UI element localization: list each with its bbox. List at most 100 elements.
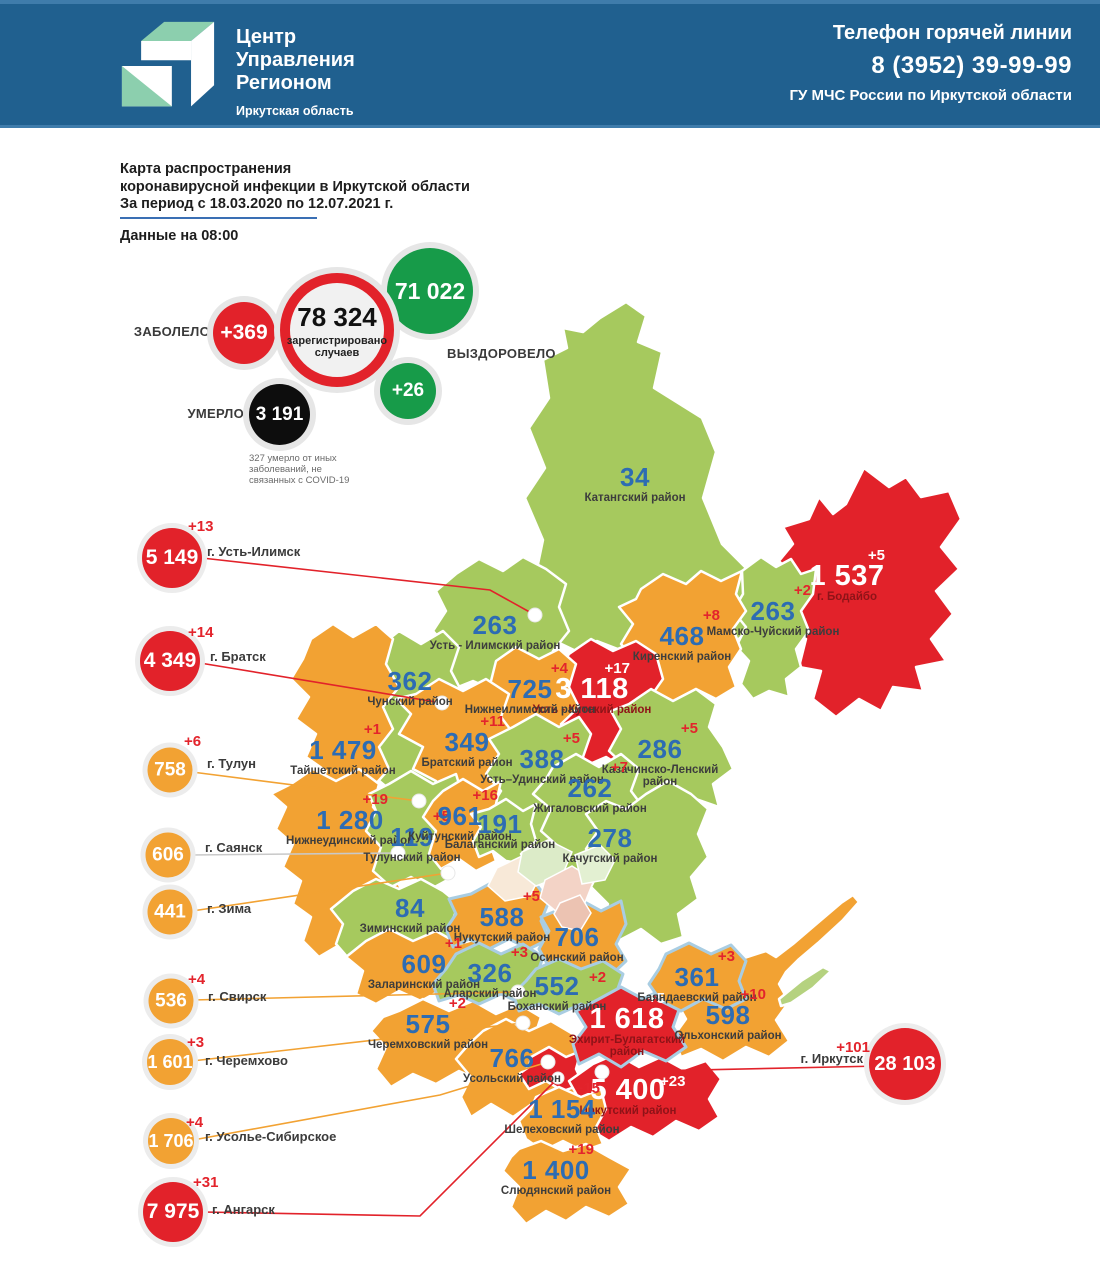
city-value-circle: 536 (148, 978, 194, 1024)
district-cheremkhovsky: +2 575 Черемховский район (367, 995, 489, 1051)
hotline-phone: 8 (3952) 39-99-99 (871, 52, 1072, 79)
district-irkutsky: +23 5 400 Иркутский район (579, 1073, 686, 1117)
district-osinsky: 706 Осинский район (530, 922, 624, 964)
title-underline (120, 216, 317, 219)
title-line3: За период с 18.03.2020 по 12.07.2021 г. (120, 196, 394, 212)
died-note: 327 умерло от иных заболеваний, не связа… (249, 453, 350, 486)
district-alarsky: +3 326 Аларский район (443, 944, 537, 1000)
city-name: г. Зима (207, 901, 252, 916)
city-dot-zima (440, 865, 456, 881)
district-bratsky: +11 349 Братский район (421, 713, 513, 769)
city-delta: +3 (187, 1034, 205, 1051)
district-kazachinsko-lensky: +5 286 Казачинско-Ленский район (601, 720, 719, 788)
city-dot-svirsk (510, 984, 526, 1000)
city-name: г. Свирск (208, 989, 267, 1004)
sick-delta-value: +369 (220, 321, 268, 344)
district-mamsko-chuysky: +2 263 Мамско-Чуйский район (706, 582, 840, 638)
district-tulunsky: +5 119 Тулунский район (363, 808, 461, 864)
district-shape-olkhonsky (671, 893, 861, 1063)
district-shelekhovsky: +15 1 154 Шелеховский район (504, 1080, 620, 1136)
olkhon-island-shape (777, 965, 833, 1008)
hotline-title: Телефон горячей линии (832, 22, 1072, 44)
leader-line-usolye (192, 1061, 549, 1141)
died-value: 3 191 (255, 403, 304, 425)
district-ust-udinsky: +5 388 Усть–Удинский район (480, 730, 604, 786)
city-value-circle: 1 706 (148, 1118, 194, 1164)
sick-label: ЗАБОЛЕЛО (133, 324, 210, 339)
district-kirensky: +8 468 Киренский район (632, 607, 732, 663)
district-nukutsky: +5 588 Нукутский район (453, 888, 551, 944)
district-nizhneilimsky: +4 725 Нижнеилимский район (464, 660, 596, 716)
map-title: Карта распространения коронавирусной инф… (120, 161, 470, 244)
leader-line-sayansk (189, 852, 399, 856)
leader-line-cheremkhovo (191, 1022, 524, 1062)
recovered-value: 71 022 (394, 277, 466, 304)
city-dot-tulun (411, 793, 427, 809)
city-value-circle: 4 349 (140, 631, 200, 691)
district-usolsky: 766 Усольский район (463, 1043, 561, 1085)
city-name: г. Иркутск (800, 1051, 863, 1066)
registered-value: 78 324 (297, 301, 377, 332)
district-bayandaevsky: +3 361 Баяндаевский район (637, 948, 757, 1004)
city-name: г. Саянск (205, 840, 263, 855)
district-shape-bayandaevsky (647, 941, 748, 1013)
registered-bubble: 78 324 зарегистрировано случаев (280, 273, 394, 387)
city-dot-sayansk (390, 845, 406, 861)
logo-line3: Регионом (236, 72, 332, 94)
city-delta: +13 (188, 518, 214, 535)
district-ust-kutsky: +17 3 118 Усть - Кутский район (532, 660, 652, 716)
district-kuytunsky: +16 961 Куйтунский район (408, 787, 512, 843)
registered-caption: зарегистрировано случаев (286, 334, 388, 359)
leader-line-tulun (191, 771, 420, 802)
city-value-circle: 1 601 (147, 1039, 193, 1085)
city-value-circle: 5 149 (142, 528, 202, 588)
city-dot-usolye (540, 1054, 556, 1070)
city-value-circle: 758 (147, 747, 193, 793)
leader-line-ust-ilimsk (201, 557, 536, 616)
leader-line-irkutsk (601, 1065, 881, 1073)
city-dot-cheremkhovo (515, 1015, 531, 1031)
city-name: г. Тулун (207, 756, 257, 771)
region-logo-icon (121, 21, 215, 107)
district-shape-kazachinsko-lensky (607, 687, 735, 813)
district-zhigalovsky: +7 262 Жигаловский район (533, 759, 647, 815)
city-value-circle: 606 (145, 832, 191, 878)
district-olkhonsky: +10 598 Ольхонский район (674, 986, 782, 1042)
district-shape-slyudyansky (501, 1139, 633, 1226)
district-bokhansky: +2 552 Боханский район (507, 969, 607, 1013)
district-ekhirit-bulagatsky: +5 1 618 Эхирит-Булагатский район (568, 990, 686, 1058)
city-dot-irkutsk (594, 1064, 610, 1080)
region-logo: Центр Управления Регионом Иркутская обла… (120, 18, 355, 118)
district-kachugsky: 278 Качугский район (562, 823, 658, 865)
district-ust-ilimsky: 263 Усть - Илимский район (429, 610, 561, 652)
district-shape-bodaibo (777, 466, 963, 719)
hotline-org: ГУ МЧС России по Иркутской области (789, 87, 1072, 104)
city-dot-angarsk (551, 1071, 565, 1085)
city-delta: +31 (193, 1174, 219, 1191)
district-balagansky: 191 Балаганский район (444, 809, 556, 851)
city-name: г. Черемхово (205, 1053, 288, 1068)
died-bubble: 3 191 (249, 384, 310, 445)
leader-line-zima (191, 872, 449, 912)
hotline-block: Телефон горячей линии 8 (3952) 39-99-99 … (790, 22, 1072, 104)
district-zalarinsky: +1 609 Заларинский район (367, 935, 481, 991)
city-name: г. Усолье-Сибирское (205, 1129, 337, 1144)
city-delta: +14 (188, 624, 214, 641)
city-value-circle: 28 103 (869, 1028, 941, 1100)
district-shape-mamsko-chuysky (731, 555, 818, 701)
city-dot-bratsk (434, 695, 450, 711)
district-shape-ekhirit-bulagatsky (571, 985, 688, 1069)
leader-line-angarsk (202, 1077, 559, 1217)
city-delta: +101 (836, 1039, 870, 1056)
city-name: г. Усть-Илимск (207, 544, 301, 559)
leader-line-bratsk (199, 662, 443, 704)
city-value-circle: 7 975 (143, 1182, 203, 1242)
leader-line-svirsk (192, 991, 519, 1001)
recovered-delta-value: +26 (391, 380, 425, 401)
district-taishetsky: +1 1 479 Тайшетский район (290, 721, 396, 777)
district-bodaibo: +5 1 537 г. Бодайбо (809, 547, 885, 603)
district-katangsky: 34 Катангский район (584, 462, 686, 504)
city-name: г. Ангарск (212, 1202, 275, 1217)
title-line1: Карта распространения (120, 161, 292, 177)
title-line2: коронавирусной инфекции в Иркутской обла… (120, 178, 470, 195)
